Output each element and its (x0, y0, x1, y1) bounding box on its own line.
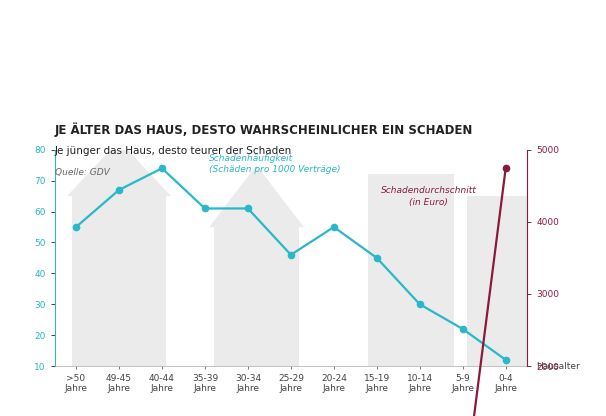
Bar (467, 196, 527, 366)
Text: Quelle: GDV: Quelle: GDV (55, 168, 109, 177)
Text: Je jünger das Haus, desto teurer der Schaden: Je jünger das Haus, desto teurer der Sch… (55, 146, 292, 156)
Text: Schadendurchschnitt
(in Euro): Schadendurchschnitt (in Euro) (381, 186, 476, 207)
Polygon shape (67, 141, 171, 196)
Text: Hausalter: Hausalter (536, 362, 579, 371)
Polygon shape (209, 165, 304, 227)
Bar (368, 174, 454, 366)
Bar (213, 227, 299, 366)
Text: Schadenhäufigkeit
(Schäden pro 1000 Verträge): Schadenhäufigkeit (Schäden pro 1000 Vert… (209, 154, 341, 174)
Bar (72, 196, 166, 366)
Text: JE ÄLTER DAS HAUS, DESTO WAHRSCHEINLICHER EIN SCHADEN: JE ÄLTER DAS HAUS, DESTO WAHRSCHEINLICHE… (55, 123, 473, 137)
